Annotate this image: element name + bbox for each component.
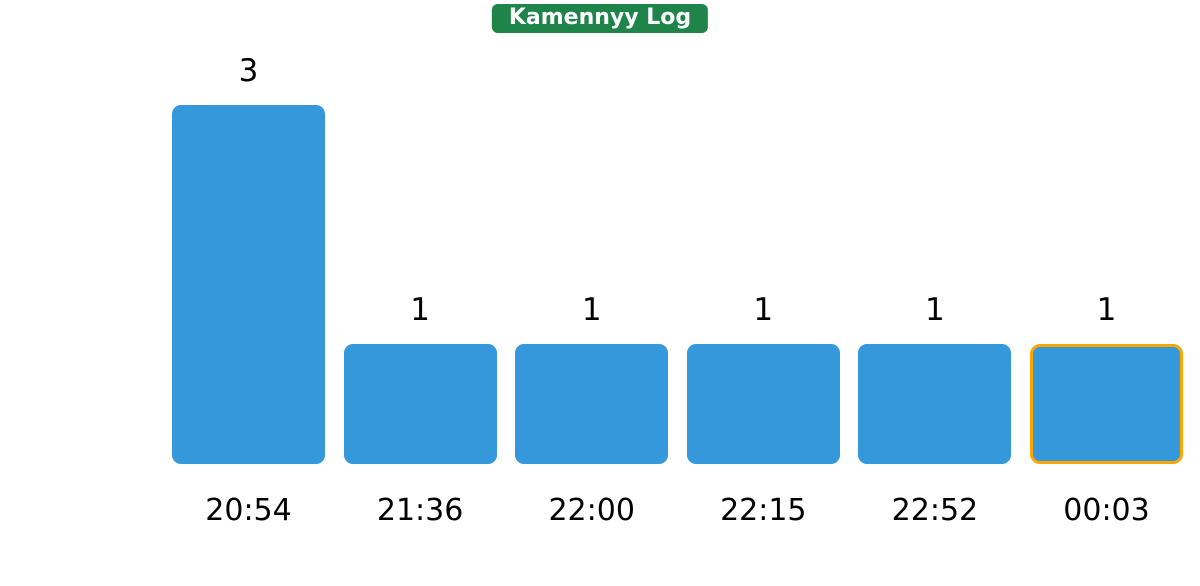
bar-group: 1 21:36 xyxy=(343,0,497,586)
x-tick-label: 20:54 xyxy=(205,493,292,528)
bar-group: 1 22:00 xyxy=(515,0,669,586)
bar-group: 1 22:52 xyxy=(858,0,1012,586)
chart-title-badge: Kamennyy Log xyxy=(491,4,709,33)
bar-value-label: 1 xyxy=(410,292,430,329)
bar[interactable] xyxy=(858,344,1012,464)
chart-title-text: Kamennyy Log xyxy=(508,5,692,30)
x-tick-label: 21:36 xyxy=(376,493,464,528)
x-tick-label: 22:00 xyxy=(548,493,635,528)
x-tick-label: 22:15 xyxy=(720,493,807,528)
bar-value-label: 1 xyxy=(925,292,945,329)
bar-group: 1 00:03 xyxy=(1030,0,1183,586)
bar-value-label: 1 xyxy=(1096,292,1117,329)
x-tick-label: 22:52 xyxy=(891,493,979,528)
bar[interactable] xyxy=(515,344,669,464)
bar-value-label: 1 xyxy=(753,292,774,329)
bar-group: 1 22:15 xyxy=(686,0,840,586)
bar-value-label: 1 xyxy=(581,292,602,329)
bar-highlighted[interactable] xyxy=(1030,344,1183,464)
bar[interactable] xyxy=(172,105,325,464)
bar-group: 3 20:54 xyxy=(172,0,325,586)
x-tick-label: 00:03 xyxy=(1063,493,1150,528)
bar[interactable] xyxy=(343,344,497,464)
bar-value-label: 3 xyxy=(238,53,259,89)
bar[interactable] xyxy=(686,344,840,464)
